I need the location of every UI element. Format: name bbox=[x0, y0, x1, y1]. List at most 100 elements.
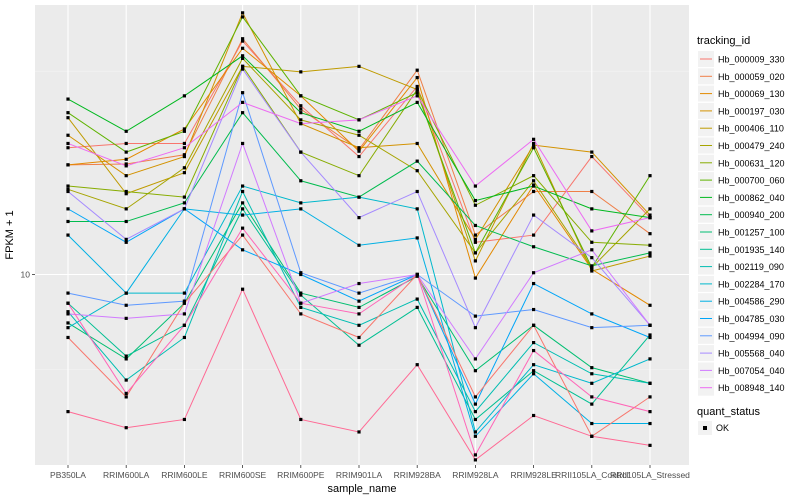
series-1-point bbox=[182, 153, 186, 157]
series-6-point bbox=[357, 174, 361, 178]
series-5-point bbox=[182, 166, 186, 170]
extra-series-1-point bbox=[415, 272, 419, 277]
series-9-point bbox=[66, 219, 70, 224]
series-18-point bbox=[532, 271, 536, 275]
series-1-point bbox=[357, 147, 361, 152]
series-5-point bbox=[124, 207, 128, 211]
extra-series-0-point bbox=[182, 301, 186, 305]
series-3-point bbox=[473, 237, 477, 241]
series-12-point bbox=[648, 381, 652, 385]
legend-label: Hb_002284_170 bbox=[718, 279, 785, 289]
series-13-point bbox=[299, 201, 303, 205]
series-9-point bbox=[241, 111, 245, 115]
series-9-point bbox=[590, 264, 594, 268]
extra-series-0-point bbox=[299, 312, 303, 316]
x-tick-label: PB350LA bbox=[50, 470, 86, 480]
series-13-point bbox=[473, 430, 477, 434]
series-3-point bbox=[182, 154, 186, 159]
extra-series-2-point bbox=[648, 443, 652, 447]
series-7-point bbox=[532, 146, 536, 150]
series-13-point bbox=[357, 195, 361, 199]
series-19-point bbox=[66, 141, 70, 146]
series-3-point bbox=[648, 213, 652, 217]
legend-label: Hb_004785_030 bbox=[718, 314, 785, 324]
extra-series-1-point bbox=[532, 348, 536, 353]
legend-label: Hb_002119_090 bbox=[718, 262, 784, 272]
series-1-point bbox=[241, 37, 245, 41]
series-14-point bbox=[66, 233, 70, 237]
series-7-point bbox=[590, 265, 594, 270]
series-7-point bbox=[182, 129, 186, 133]
series-19-point bbox=[182, 146, 186, 150]
series-17-point bbox=[590, 256, 594, 260]
series-1-point bbox=[590, 189, 594, 194]
legend-label: Hb_001257_100 bbox=[718, 228, 785, 238]
series-0-point bbox=[590, 154, 594, 159]
series-1-point bbox=[648, 232, 652, 236]
legend: Hb_000009_330 Hb_000059_020 Hb_000069_130 H… bbox=[698, 51, 785, 396]
series-1-point bbox=[299, 107, 303, 111]
legend-label: Hb_000406_110 bbox=[718, 124, 784, 134]
series-14-point bbox=[532, 372, 536, 376]
y-axis-title: FPKM + 1 bbox=[4, 210, 16, 259]
series-0-point bbox=[357, 154, 361, 159]
series-0-point bbox=[473, 240, 477, 244]
series-18-point bbox=[182, 312, 186, 316]
series-19-point bbox=[357, 118, 361, 122]
series-8-point bbox=[182, 94, 186, 98]
series-4-point bbox=[473, 259, 477, 263]
series-15-point bbox=[241, 248, 245, 252]
extra-series-1-point bbox=[241, 226, 245, 230]
series-18-point bbox=[66, 312, 70, 316]
series-8-point bbox=[590, 207, 594, 211]
series-10-point bbox=[357, 305, 361, 309]
series-9-point bbox=[473, 223, 477, 228]
series-2-point bbox=[124, 157, 128, 161]
series-8-point bbox=[66, 97, 70, 101]
series-8-point bbox=[124, 129, 128, 133]
series-11-point bbox=[415, 305, 419, 309]
series-15-point bbox=[590, 312, 594, 316]
series-4-point bbox=[532, 141, 536, 146]
series-18-point bbox=[241, 141, 245, 146]
panel-background bbox=[35, 5, 689, 465]
legend-label: Hb_004586_290 bbox=[718, 297, 785, 307]
series-19-point bbox=[648, 216, 652, 220]
extra-series-1-point bbox=[590, 395, 594, 399]
series-16-point bbox=[590, 326, 594, 330]
series-0-point bbox=[182, 141, 186, 146]
series-16-point bbox=[241, 91, 245, 95]
quant-status-label: OK bbox=[716, 423, 729, 433]
series-14-point bbox=[590, 421, 594, 426]
series-10-point bbox=[590, 366, 594, 370]
series-3-point bbox=[66, 133, 70, 137]
extra-series-1-point bbox=[473, 453, 477, 457]
series-16-point bbox=[532, 307, 536, 312]
series-11-point bbox=[590, 402, 594, 406]
series-17-point bbox=[532, 213, 536, 217]
series-10-point bbox=[299, 291, 303, 295]
series-6-point bbox=[415, 87, 419, 92]
x-axis-title: sample_name bbox=[327, 483, 396, 495]
series-6-point bbox=[66, 184, 70, 188]
extra-series-2-point bbox=[590, 434, 594, 438]
x-tick-label: RRIM901LA bbox=[336, 470, 383, 480]
series-2-point bbox=[648, 303, 652, 307]
series-15-point bbox=[124, 240, 128, 244]
series-10-point bbox=[241, 201, 245, 205]
series-9-point bbox=[648, 251, 652, 255]
extra-series-1-point bbox=[357, 312, 361, 316]
series-5-point bbox=[241, 56, 245, 60]
series-12-point bbox=[473, 410, 477, 414]
extra-series-2-point bbox=[66, 410, 70, 414]
series-12-point bbox=[299, 305, 303, 309]
series-4-point bbox=[648, 254, 652, 258]
series-17-point bbox=[182, 207, 186, 211]
series-6-point bbox=[124, 189, 128, 194]
extra-series-1-point bbox=[66, 301, 70, 305]
series-11-point bbox=[124, 354, 128, 358]
series-18-point bbox=[124, 316, 128, 320]
series-19-point bbox=[299, 122, 303, 126]
series-11-point bbox=[473, 417, 477, 422]
series-12-point bbox=[66, 310, 70, 314]
